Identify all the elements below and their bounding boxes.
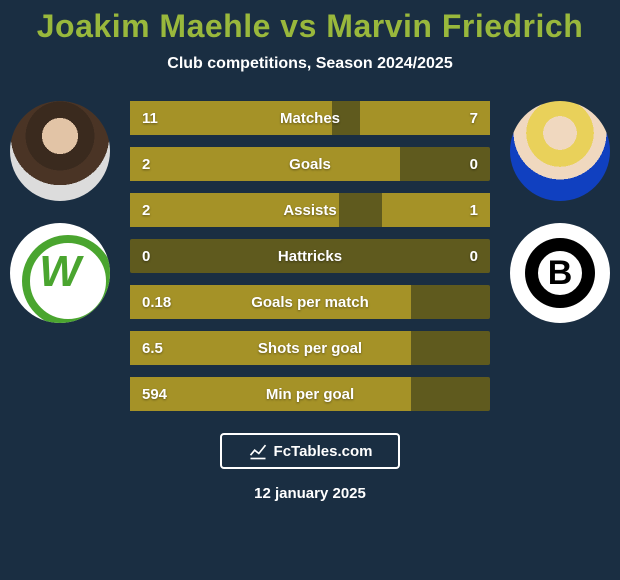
stat-label: Assists [130, 202, 490, 219]
date-text: 12 january 2025 [254, 485, 366, 502]
chart-icon [248, 441, 268, 461]
stat-row: 11Matches7 [130, 101, 490, 135]
stats-area: 11Matches72Goals02Assists10Hattricks00.1… [0, 101, 620, 411]
stat-row: 0.18Goals per match [130, 285, 490, 319]
right-avatars [510, 101, 610, 323]
club-right-logo [510, 223, 610, 323]
stat-row: 2Assists1 [130, 193, 490, 227]
stat-right-value: 7 [470, 110, 478, 127]
player-left-avatar [10, 101, 110, 201]
stat-row: 0Hattricks0 [130, 239, 490, 273]
club-left-logo [10, 223, 110, 323]
player-right-avatar [510, 101, 610, 201]
page-title: Joakim Maehle vs Marvin Friedrich [37, 8, 583, 45]
comparison-card: Joakim Maehle vs Marvin Friedrich Club c… [0, 0, 620, 502]
stat-label: Hattricks [130, 248, 490, 265]
stat-right-value: 0 [470, 248, 478, 265]
stat-label: Shots per goal [130, 340, 490, 357]
stat-label: Matches [130, 110, 490, 127]
stat-label: Min per goal [130, 386, 490, 403]
stat-row: 2Goals0 [130, 147, 490, 181]
stat-label: Goals [130, 156, 490, 173]
branding-badge: FcTables.com [220, 433, 400, 469]
subtitle: Club competitions, Season 2024/2025 [167, 55, 452, 73]
stat-right-value: 1 [470, 202, 478, 219]
stat-row: 6.5Shots per goal [130, 331, 490, 365]
stat-right-value: 0 [470, 156, 478, 173]
stat-row: 594Min per goal [130, 377, 490, 411]
left-avatars [10, 101, 110, 323]
branding-text: FcTables.com [274, 443, 373, 460]
stat-bars: 11Matches72Goals02Assists10Hattricks00.1… [130, 101, 490, 411]
stat-label: Goals per match [130, 294, 490, 311]
